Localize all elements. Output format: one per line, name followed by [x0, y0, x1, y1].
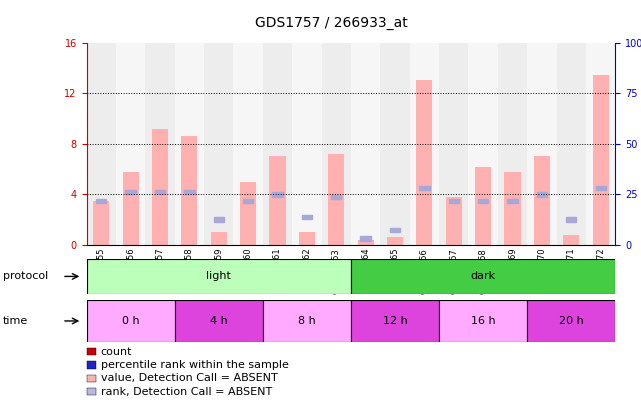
Bar — [269, 156, 286, 245]
Bar — [87, 43, 116, 245]
Bar — [155, 190, 165, 194]
Bar — [213, 217, 224, 222]
Bar — [331, 195, 342, 199]
Text: count: count — [101, 347, 132, 356]
Bar — [152, 129, 168, 245]
Bar — [449, 198, 459, 203]
Bar — [263, 300, 351, 342]
Bar — [211, 232, 227, 245]
Bar — [302, 215, 312, 220]
Bar — [184, 190, 194, 194]
Text: rank, Detection Call = ABSENT: rank, Detection Call = ABSENT — [101, 387, 272, 396]
Bar — [595, 186, 606, 190]
Bar — [439, 300, 528, 342]
Bar — [146, 43, 174, 245]
Bar — [272, 192, 283, 196]
Bar — [504, 172, 520, 245]
Bar — [204, 43, 233, 245]
Bar — [592, 75, 609, 245]
Bar — [360, 237, 370, 241]
Bar — [439, 43, 469, 245]
Bar — [419, 186, 429, 190]
Text: light: light — [206, 271, 231, 281]
Bar — [387, 237, 403, 245]
Bar — [351, 259, 615, 294]
Bar — [586, 43, 615, 245]
Bar — [122, 172, 138, 245]
Bar — [126, 190, 136, 194]
Bar — [566, 217, 576, 222]
Bar — [263, 43, 292, 245]
Bar — [556, 43, 586, 245]
Text: value, Detection Call = ABSENT: value, Detection Call = ABSENT — [101, 373, 278, 383]
Bar — [445, 197, 462, 245]
Bar — [174, 43, 204, 245]
Bar — [233, 43, 263, 245]
Text: 8 h: 8 h — [298, 316, 316, 326]
Bar — [563, 235, 579, 245]
Bar — [93, 201, 110, 245]
Text: 0 h: 0 h — [122, 316, 139, 326]
Bar — [358, 240, 374, 245]
Text: GDS1757 / 266933_at: GDS1757 / 266933_at — [255, 16, 408, 30]
Bar — [469, 43, 498, 245]
Bar — [351, 43, 380, 245]
Bar — [351, 300, 439, 342]
Bar — [527, 43, 556, 245]
Bar — [299, 232, 315, 245]
Text: percentile rank within the sample: percentile rank within the sample — [101, 360, 288, 370]
Text: 16 h: 16 h — [471, 316, 495, 326]
Bar — [243, 198, 253, 203]
Text: dark: dark — [470, 271, 495, 281]
Text: 20 h: 20 h — [559, 316, 584, 326]
Bar — [240, 182, 256, 245]
Bar — [527, 300, 615, 342]
Text: 4 h: 4 h — [210, 316, 228, 326]
Bar — [534, 156, 550, 245]
Bar — [322, 43, 351, 245]
Bar — [116, 43, 146, 245]
Bar — [475, 166, 491, 245]
Text: 12 h: 12 h — [383, 316, 408, 326]
Bar — [87, 259, 351, 294]
Bar — [87, 300, 174, 342]
Bar — [478, 198, 488, 203]
Bar — [380, 43, 410, 245]
Bar — [416, 81, 433, 245]
Bar — [174, 300, 263, 342]
Bar — [498, 43, 527, 245]
Bar — [537, 192, 547, 196]
Bar — [410, 43, 439, 245]
Bar — [390, 228, 400, 232]
Bar — [508, 198, 518, 203]
Bar — [292, 43, 322, 245]
Text: time: time — [3, 316, 28, 326]
Bar — [96, 198, 106, 203]
Bar — [181, 136, 197, 245]
Bar — [328, 154, 344, 245]
Text: protocol: protocol — [3, 271, 49, 281]
